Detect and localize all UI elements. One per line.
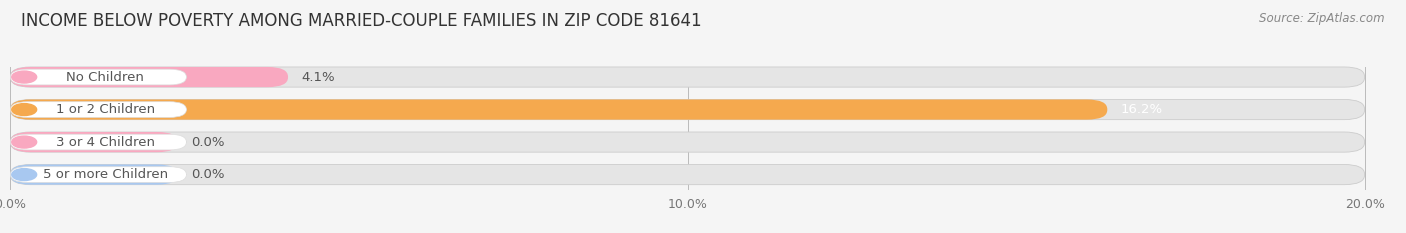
Text: 1 or 2 Children: 1 or 2 Children (56, 103, 155, 116)
FancyBboxPatch shape (10, 69, 187, 85)
FancyBboxPatch shape (10, 67, 1365, 87)
FancyBboxPatch shape (10, 132, 1365, 152)
FancyBboxPatch shape (10, 164, 177, 185)
Circle shape (11, 104, 37, 116)
FancyBboxPatch shape (10, 132, 177, 152)
FancyBboxPatch shape (10, 167, 187, 182)
Text: Source: ZipAtlas.com: Source: ZipAtlas.com (1260, 12, 1385, 25)
Text: 5 or more Children: 5 or more Children (42, 168, 167, 181)
Text: No Children: No Children (66, 71, 145, 84)
Text: 4.1%: 4.1% (301, 71, 335, 84)
Text: 3 or 4 Children: 3 or 4 Children (56, 136, 155, 149)
Text: 16.2%: 16.2% (1121, 103, 1163, 116)
Circle shape (11, 169, 37, 181)
Text: 0.0%: 0.0% (191, 136, 225, 149)
FancyBboxPatch shape (10, 99, 1108, 120)
FancyBboxPatch shape (10, 134, 187, 150)
FancyBboxPatch shape (10, 67, 288, 87)
Circle shape (11, 136, 37, 148)
Text: 0.0%: 0.0% (191, 168, 225, 181)
FancyBboxPatch shape (10, 102, 187, 117)
FancyBboxPatch shape (10, 164, 1365, 185)
Circle shape (11, 71, 37, 83)
FancyBboxPatch shape (10, 99, 1365, 120)
Text: INCOME BELOW POVERTY AMONG MARRIED-COUPLE FAMILIES IN ZIP CODE 81641: INCOME BELOW POVERTY AMONG MARRIED-COUPL… (21, 12, 702, 30)
